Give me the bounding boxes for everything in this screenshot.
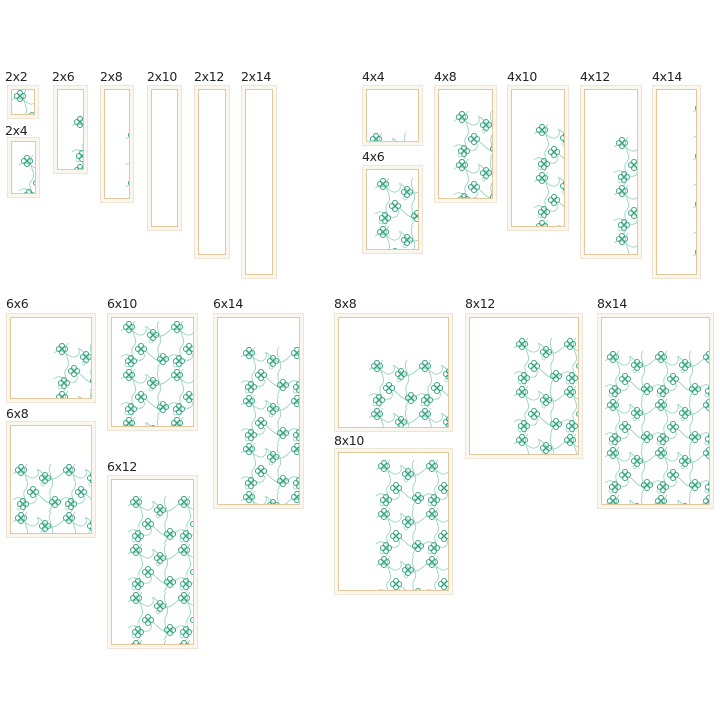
size-label: 4x6	[362, 149, 385, 164]
design-preview-6x6	[6, 313, 96, 403]
size-label: 2x14	[241, 69, 272, 84]
hoop-outline	[601, 317, 710, 505]
design-preview-8x8	[334, 313, 453, 432]
size-label: 8x14	[597, 296, 628, 311]
size-label: 2x10	[147, 69, 178, 84]
hoop-outline	[438, 89, 493, 199]
size-label: 4x14	[652, 69, 683, 84]
size-label: 4x10	[507, 69, 538, 84]
size-label: 2x6	[52, 69, 75, 84]
hoop-outline	[151, 89, 178, 227]
design-preview-6x8	[6, 421, 96, 538]
size-label: 6x12	[107, 459, 138, 474]
clover-pattern-icon	[369, 360, 448, 427]
hoop-outline	[366, 169, 419, 250]
hoop-outline	[366, 89, 419, 142]
size-label: 2x2	[5, 69, 28, 84]
size-label: 8x8	[334, 296, 357, 311]
size-label: 2x4	[5, 123, 28, 138]
size-label: 6x10	[107, 296, 138, 311]
design-preview-4x12	[580, 85, 642, 259]
clover-pattern-icon	[12, 90, 34, 114]
hoop-outline	[11, 89, 35, 115]
size-label: 8x12	[465, 296, 496, 311]
design-preview-6x10	[107, 313, 198, 431]
size-label: 4x8	[434, 69, 457, 84]
hoop-outline	[198, 89, 226, 255]
design-preview-2x14	[241, 85, 277, 279]
clover-pattern-icon	[605, 351, 709, 504]
clover-pattern-icon	[614, 137, 637, 254]
size-label: 2x8	[100, 69, 123, 84]
design-preview-4x6	[362, 165, 423, 254]
clover-pattern-icon	[514, 338, 578, 454]
clover-pattern-icon	[375, 178, 418, 249]
size-label: 2x12	[194, 69, 225, 84]
hoop-outline	[111, 479, 194, 645]
size-label: 8x10	[334, 433, 365, 448]
design-preview-2x12	[194, 85, 230, 259]
design-preview-2x2	[7, 85, 39, 119]
clover-pattern-icon	[376, 460, 448, 590]
hoop-outline	[338, 317, 449, 428]
clover-pattern-icon	[72, 116, 83, 169]
hoop-outline	[338, 452, 449, 591]
hoop-outline	[57, 89, 84, 170]
clover-pattern-icon	[693, 102, 696, 274]
clover-pattern-icon	[199, 90, 225, 254]
hoop-outline	[511, 89, 565, 227]
hoop-outline	[104, 89, 130, 199]
hoop-outline	[10, 317, 92, 399]
hoop-outline	[656, 89, 697, 275]
design-preview-4x4	[362, 85, 423, 146]
design-preview-6x12	[107, 475, 198, 649]
design-preview-2x4	[7, 137, 40, 198]
clover-pattern-icon	[121, 321, 193, 426]
clover-pattern-icon	[246, 90, 272, 274]
hoop-outline	[584, 89, 638, 255]
clover-pattern-icon	[13, 464, 91, 533]
design-preview-4x10	[507, 85, 569, 231]
size-label: 6x8	[6, 406, 29, 421]
design-preview-2x8	[100, 85, 134, 203]
hoop-outline	[217, 317, 300, 505]
design-preview-6x14	[213, 313, 304, 509]
design-preview-2x10	[147, 85, 182, 231]
hoop-outline	[245, 89, 273, 275]
design-preview-8x10	[334, 448, 453, 595]
design-preview-8x12	[465, 313, 583, 459]
hoop-outline	[111, 317, 194, 427]
clover-pattern-icon	[534, 124, 564, 226]
design-preview-4x8	[434, 85, 497, 203]
clover-pattern-icon	[152, 90, 177, 226]
clover-pattern-icon	[54, 343, 91, 398]
design-preview-2x6	[53, 85, 88, 174]
clover-pattern-icon	[241, 347, 299, 504]
design-preview-4x14	[652, 85, 701, 279]
hoop-outline	[469, 317, 579, 455]
clover-pattern-icon	[19, 155, 35, 193]
hoop-outline	[11, 141, 36, 194]
size-label: 6x14	[213, 296, 244, 311]
clover-pattern-icon	[128, 496, 193, 644]
size-label: 4x4	[362, 69, 385, 84]
size-label: 4x12	[580, 69, 611, 84]
clover-pattern-icon	[368, 133, 418, 141]
hoop-outline	[10, 425, 92, 534]
clover-pattern-icon	[454, 111, 492, 198]
clover-pattern-icon	[126, 129, 129, 198]
size-label: 6x6	[6, 296, 29, 311]
design-preview-8x14	[597, 313, 714, 509]
